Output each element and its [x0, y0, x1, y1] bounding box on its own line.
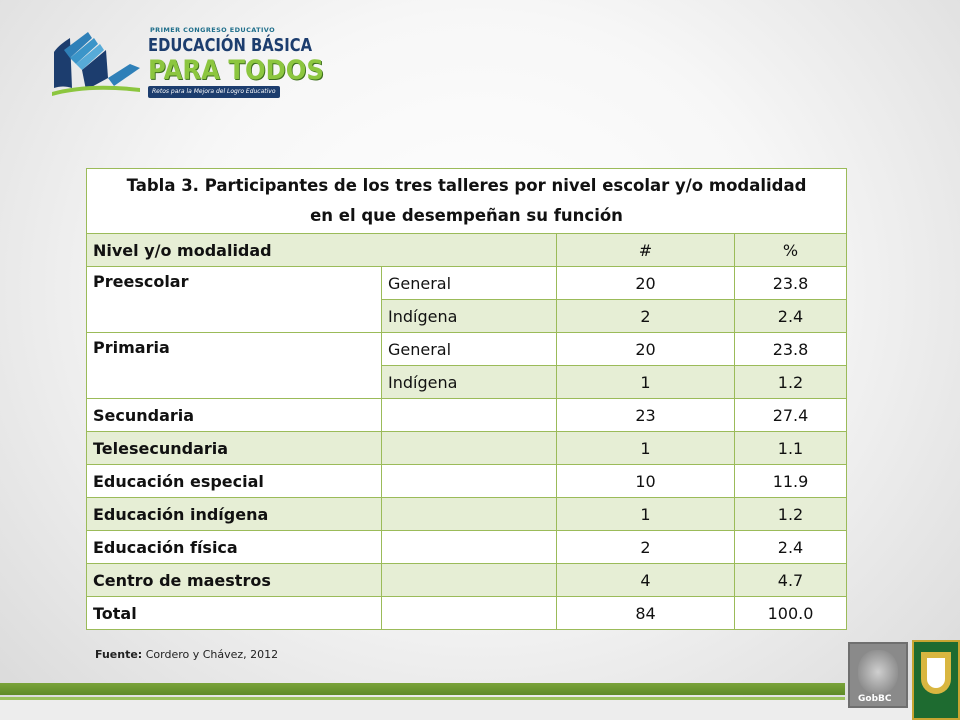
source-note: Fuente: Cordero y Chávez, 2012 — [95, 648, 278, 661]
row-label: Educación física — [86, 530, 382, 564]
table-caption-line-1: Tabla 3. Participantes de los tres talle… — [126, 176, 807, 195]
row-pct: 1.2 — [733, 365, 848, 399]
logo-tagline-band: Retos para la Mejora del Logro Educativo — [148, 86, 280, 98]
row-pct: 2.4 — [733, 530, 848, 564]
row-label: Preescolar — [86, 266, 382, 333]
table-row: Indígena 1 1.2 — [87, 365, 848, 399]
row-count: 20 — [556, 332, 735, 366]
row-sub: General — [381, 266, 557, 300]
open-book-icon — [52, 32, 140, 96]
table-header-row: Nivel y/o modalidad # % — [86, 233, 848, 267]
row-count: 2 — [556, 530, 735, 564]
row-pct: 1.2 — [733, 497, 848, 531]
row-count: 84 — [556, 596, 735, 630]
table-row: Centro de maestros 4 4.7 — [86, 563, 848, 597]
row-label: Secundaria — [86, 398, 382, 432]
crest-shield — [921, 652, 951, 694]
congress-logo: PRIMER CONGRESO EDUCATIVO EDUCACIÓN BÁSI… — [48, 26, 324, 106]
logo-line-1: PRIMER CONGRESO EDUCATIVO — [150, 26, 276, 34]
table-row: Educación física 2 2.4 — [86, 530, 848, 564]
table-row: Indígena 2 2.4 — [87, 299, 848, 333]
row-sub — [381, 497, 557, 531]
row-pct: 2.4 — [733, 299, 848, 333]
row-count: 1 — [556, 497, 735, 531]
row-label: Centro de maestros — [86, 563, 382, 597]
row-sub — [381, 530, 557, 564]
row-sub: Indígena — [381, 365, 557, 399]
logo-tagline: Retos para la Mejora del Logro Educativo — [152, 88, 276, 95]
source-label: Fuente: — [95, 648, 143, 661]
row-sub — [381, 464, 557, 498]
row-sub: Indígena — [381, 299, 557, 333]
row-pct: 11.9 — [733, 464, 848, 498]
row-count: 10 — [556, 464, 735, 498]
table-caption: Tabla 3. Participantes de los tres talle… — [85, 168, 848, 234]
row-count: 1 — [556, 431, 735, 465]
row-sub — [381, 431, 557, 465]
table-total-row: Total 84 100.0 — [86, 596, 848, 630]
row-count: 1 — [556, 365, 735, 399]
row-pct: 23.8 — [733, 332, 848, 366]
logo-line-3: PARA TODOS — [148, 55, 324, 86]
header-pct: % — [733, 233, 848, 267]
table-row: Preescolar General 20 23.8 — [86, 266, 848, 333]
row-pct: 4.7 — [733, 563, 848, 597]
row-pct: 27.4 — [733, 398, 848, 432]
footer-green-line — [0, 697, 845, 700]
row-pct: 1.1 — [733, 431, 848, 465]
row-count: 20 — [556, 266, 735, 300]
logo-line-2: EDUCACIÓN BÁSICA — [148, 35, 312, 56]
row-sub — [381, 596, 557, 630]
table-row: Secundaria 23 27.4 — [86, 398, 848, 432]
row-label: Telesecundaria — [86, 431, 382, 465]
institution-crest-logo — [912, 640, 960, 720]
table-row: Educación indígena 1 1.2 — [86, 497, 848, 531]
state-seal-logo: GobBC — [848, 642, 908, 708]
row-pct: 100.0 — [733, 596, 848, 630]
seal-text: GobBC — [858, 694, 892, 704]
footer-strip — [0, 700, 960, 720]
source-text: Cordero y Chávez, 2012 — [142, 648, 279, 661]
row-label: Educación especial — [86, 464, 382, 498]
table-row: Educación especial 10 11.9 — [86, 464, 848, 498]
row-label: Total — [86, 596, 382, 630]
header-nivel: Nivel y/o modalidad — [86, 233, 557, 267]
row-pct: 23.8 — [733, 266, 848, 300]
table-row: Telesecundaria 1 1.1 — [86, 431, 848, 465]
participants-table: Tabla 3. Participantes de los tres talle… — [85, 168, 848, 630]
row-sub — [381, 563, 557, 597]
crest-inner — [927, 658, 945, 688]
row-count: 23 — [556, 398, 735, 432]
table-caption-line-2: en el que desempeñan su función — [310, 206, 623, 225]
row-label: Primaria — [86, 332, 382, 399]
seal-emblem — [858, 650, 898, 694]
row-sub — [381, 398, 557, 432]
row-label: Educación indígena — [86, 497, 382, 531]
row-sub: General — [381, 332, 557, 366]
row-count: 4 — [556, 563, 735, 597]
row-count: 2 — [556, 299, 735, 333]
table-row: Primaria General 20 23.8 — [86, 332, 848, 399]
header-count: # — [556, 233, 735, 267]
footer-green-bar — [0, 683, 845, 695]
